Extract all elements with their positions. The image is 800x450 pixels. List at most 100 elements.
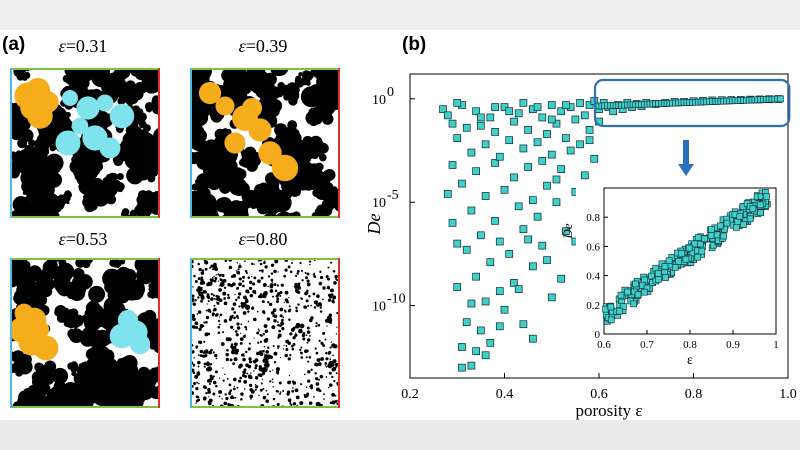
solid-particle xyxy=(194,374,199,379)
solid-particle xyxy=(227,296,231,300)
solid-particle xyxy=(314,362,319,367)
solid-particle xyxy=(195,399,199,403)
solid-particle xyxy=(215,384,218,388)
solid-particle xyxy=(201,269,205,272)
solid-particle xyxy=(207,308,212,313)
solid-particle xyxy=(114,86,123,95)
solid-particle xyxy=(330,261,333,264)
solid-particle xyxy=(260,276,264,280)
solid-particle xyxy=(217,295,220,298)
inset-y-tick-label: 0.2 xyxy=(586,300,600,312)
cyan-pore-blob xyxy=(129,333,151,355)
solid-particle xyxy=(250,398,252,400)
solid-particle xyxy=(203,365,206,368)
solid-particle xyxy=(322,393,325,396)
solid-particle xyxy=(233,316,236,320)
solid-particle xyxy=(330,341,332,343)
solid-particle xyxy=(306,272,310,276)
solid-particle xyxy=(145,105,153,113)
solid-particle xyxy=(233,84,243,94)
data-point xyxy=(576,140,584,149)
solid-particle xyxy=(197,365,200,368)
solid-particle xyxy=(247,310,250,313)
data-point xyxy=(453,134,462,142)
solid-particle xyxy=(271,325,276,330)
solid-particle xyxy=(281,327,285,331)
solid-particle xyxy=(105,389,118,402)
inset-data-point xyxy=(620,303,627,310)
data-point xyxy=(552,119,561,128)
solid-particle xyxy=(288,318,291,321)
solid-particle xyxy=(324,362,328,365)
data-point xyxy=(552,175,561,184)
data-point xyxy=(472,347,480,355)
solid-particle xyxy=(254,364,258,368)
solid-particle xyxy=(272,308,277,312)
data-point xyxy=(519,99,528,107)
solid-particle xyxy=(242,334,246,338)
highlight-box xyxy=(593,78,791,128)
solid-particle xyxy=(277,336,280,339)
cyan-pore-blob xyxy=(61,89,79,107)
solid-particle xyxy=(207,361,209,363)
solid-particle xyxy=(237,296,241,299)
solid-particle xyxy=(295,306,298,310)
solid-particle xyxy=(252,317,257,322)
solid-particle xyxy=(312,170,326,184)
solid-particle xyxy=(239,376,243,380)
solid-particle xyxy=(301,333,305,338)
solid-particle xyxy=(312,292,316,296)
eps-label-4: ε=0.80 xyxy=(238,229,288,249)
solid-particle xyxy=(263,345,266,348)
zoom-arrow-head xyxy=(678,164,694,176)
solid-particle xyxy=(231,395,234,399)
solid-particle xyxy=(295,309,299,313)
solid-particle xyxy=(192,316,195,319)
solid-particle xyxy=(307,304,310,307)
solid-particle xyxy=(307,360,310,363)
data-point xyxy=(533,103,542,111)
solid-particle xyxy=(254,75,266,86)
inset-data-point xyxy=(757,201,764,209)
solid-particle xyxy=(205,309,208,312)
solid-particle xyxy=(244,270,248,273)
solid-particle xyxy=(263,333,265,336)
panel-a-label: (a) xyxy=(2,34,26,55)
solid-particle xyxy=(209,364,212,366)
solid-particle xyxy=(285,348,289,352)
solid-particle xyxy=(238,158,247,167)
solid-particle xyxy=(272,386,274,388)
cyan-pore-blob xyxy=(109,103,135,129)
solid-particle xyxy=(256,331,260,335)
solid-particle xyxy=(264,359,269,364)
inset-data-point xyxy=(654,270,662,277)
solid-particle xyxy=(212,375,215,378)
data-point xyxy=(500,185,509,194)
solid-particle xyxy=(241,150,252,160)
solid-particle xyxy=(193,357,195,359)
solid-particle xyxy=(325,357,329,361)
solid-particle xyxy=(94,183,100,190)
solid-particle xyxy=(43,373,55,385)
solid-particle xyxy=(217,326,220,329)
solid-particle xyxy=(284,268,288,272)
solid-particle xyxy=(306,279,310,283)
solid-particle xyxy=(192,325,196,329)
solid-particle xyxy=(319,270,322,273)
inset-data-point xyxy=(723,219,731,227)
solid-particle xyxy=(261,372,266,376)
solid-particle xyxy=(280,283,284,287)
cyan-pore-blob xyxy=(55,130,81,156)
data-point xyxy=(505,250,514,258)
solid-particle xyxy=(244,388,246,390)
solid-particle xyxy=(86,371,103,388)
solid-particle xyxy=(247,289,249,292)
data-point xyxy=(562,101,570,109)
solid-particle xyxy=(208,350,212,355)
solid-particle xyxy=(316,294,320,298)
solid-particle xyxy=(267,285,269,288)
solid-particle xyxy=(277,333,282,338)
solid-particle xyxy=(296,270,300,273)
solid-particle xyxy=(298,72,303,77)
data-point xyxy=(519,144,528,153)
